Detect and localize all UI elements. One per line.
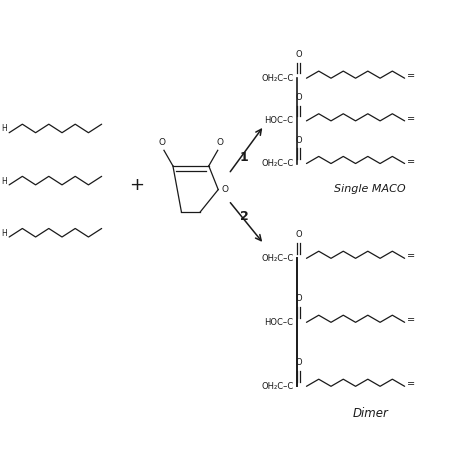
Text: 2: 2	[240, 210, 248, 223]
Text: =: =	[407, 156, 415, 167]
Text: O: O	[295, 50, 302, 59]
Text: +: +	[129, 176, 144, 194]
Text: O: O	[221, 185, 228, 194]
Text: O: O	[295, 294, 302, 303]
Text: =: =	[407, 379, 415, 390]
Text: =: =	[407, 71, 415, 82]
Text: OH₂C–C: OH₂C–C	[261, 254, 293, 263]
Text: O: O	[295, 136, 302, 145]
Text: OH₂C–C: OH₂C–C	[261, 382, 293, 391]
Text: =: =	[407, 315, 415, 326]
Text: OH₂C–C: OH₂C–C	[261, 74, 293, 82]
Text: H: H	[1, 177, 7, 185]
Text: 1: 1	[240, 151, 248, 164]
Text: O: O	[158, 138, 165, 147]
Text: O: O	[295, 93, 302, 102]
Text: O: O	[217, 138, 224, 147]
Text: H: H	[1, 229, 7, 237]
Text: Single MACO: Single MACO	[334, 184, 406, 194]
Text: =: =	[407, 114, 415, 124]
Text: O: O	[295, 230, 302, 239]
Text: Dimer: Dimer	[352, 407, 388, 419]
Text: O: O	[295, 358, 302, 367]
Text: HOC–C: HOC–C	[264, 318, 293, 327]
Text: =: =	[407, 251, 415, 262]
Text: HOC–C: HOC–C	[264, 117, 293, 125]
Text: H: H	[1, 125, 7, 133]
Text: OH₂C–C: OH₂C–C	[261, 159, 293, 168]
